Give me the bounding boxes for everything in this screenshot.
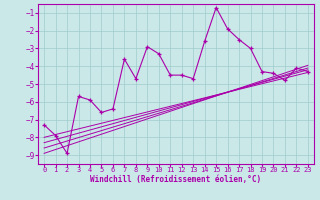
- X-axis label: Windchill (Refroidissement éolien,°C): Windchill (Refroidissement éolien,°C): [91, 175, 261, 184]
